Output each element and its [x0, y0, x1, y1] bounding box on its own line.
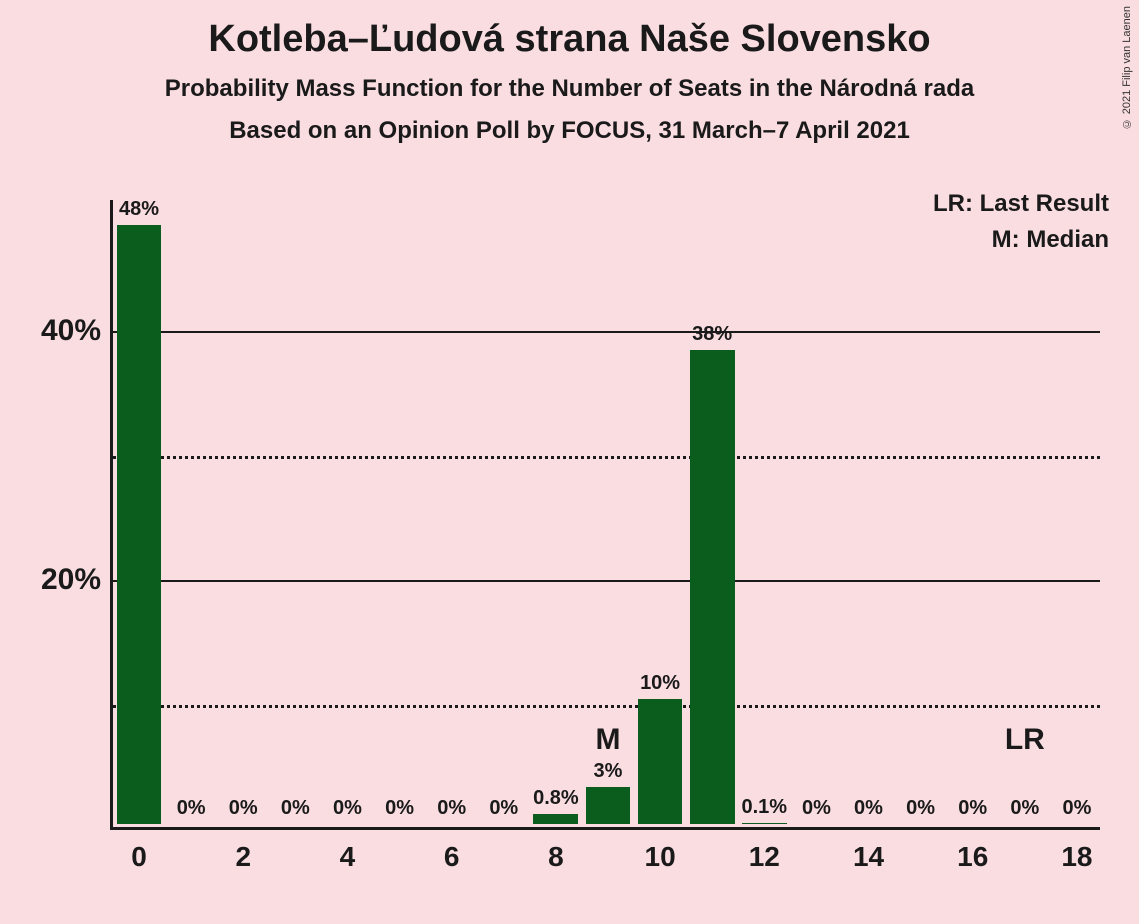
x-tick-label: 18 — [1061, 841, 1092, 873]
bar — [533, 814, 578, 824]
x-tick-label: 14 — [853, 841, 884, 873]
bar-slot: 0% — [221, 194, 266, 824]
x-tick-label: 10 — [645, 841, 676, 873]
bar-slot: 0% — [325, 194, 370, 824]
bar-value-label: 48% — [119, 198, 159, 221]
bar-slot: 0% — [1055, 194, 1100, 824]
bar-value-label: 0% — [802, 797, 831, 820]
y-tick-label: 40% — [41, 314, 101, 348]
y-tick-label: 20% — [41, 563, 101, 597]
bar — [690, 350, 735, 824]
bar-slot: 38% — [690, 194, 735, 824]
chart-subtitle-1: Probability Mass Function for the Number… — [0, 75, 1139, 103]
bar — [586, 787, 631, 824]
bar-slot: 10% — [638, 194, 683, 824]
bar-slot: 48% — [117, 194, 162, 824]
bar-slot: 0% — [429, 194, 474, 824]
chart-title: Kotleba–Ľudová strana Naše Slovensko — [0, 18, 1139, 61]
chart-area: 48% 0% 0% 0% 0% 0% 0% 0% 0.8% 3% 10% 38% 0.1% 0% 0% 0% 0… — [110, 200, 1100, 830]
plot: 48% 0% 0% 0% 0% 0% 0% 0% 0.8% 3% 10% 38% 0.1% 0% 0% 0% 0… — [110, 200, 1100, 830]
bar-value-label: 0% — [177, 797, 206, 820]
bar-value-label: 0.1% — [742, 796, 788, 819]
bar-slot: 0% — [273, 194, 318, 824]
bar-value-label: 10% — [640, 672, 680, 695]
bar-value-label: 0% — [1062, 797, 1091, 820]
x-tick-label: 2 — [235, 841, 251, 873]
bar-slot: 0% — [169, 194, 214, 824]
bar-value-label: 38% — [692, 323, 732, 346]
bar-slot: 0% — [898, 194, 943, 824]
bar-slot: 0.1% — [742, 194, 787, 824]
x-tick-label: 8 — [548, 841, 564, 873]
bar-value-label: 0% — [281, 797, 310, 820]
bar — [117, 225, 162, 824]
bar-value-label: 0% — [333, 797, 362, 820]
bar-value-label: 0% — [1010, 797, 1039, 820]
bar-value-label: 0% — [385, 797, 414, 820]
x-tick-label: 6 — [444, 841, 460, 873]
bar-value-label: 0% — [229, 797, 258, 820]
bar-value-label: 0% — [437, 797, 466, 820]
bar-value-label: 0% — [489, 797, 518, 820]
x-tick-label: 16 — [957, 841, 988, 873]
x-tick-label: 4 — [340, 841, 356, 873]
bar-value-label: 0% — [854, 797, 883, 820]
chart-subtitle-2: Based on an Opinion Poll by FOCUS, 31 Ma… — [0, 117, 1139, 145]
bar-value-label: 3% — [594, 760, 623, 783]
bar-slot: 0.8% — [533, 194, 578, 824]
bar-slot: 0% — [950, 194, 995, 824]
bar-value-label: 0% — [958, 797, 987, 820]
median-marker: M — [596, 723, 621, 757]
bar-slot: 0% — [377, 194, 422, 824]
bar-slot: 0% — [794, 194, 839, 824]
bar-slot: 0% — [481, 194, 526, 824]
chart-titles: Kotleba–Ľudová strana Naše Slovensko Pro… — [0, 0, 1139, 145]
x-tick-label: 0 — [131, 841, 147, 873]
bar — [742, 823, 787, 824]
bar — [638, 699, 683, 824]
copyright-text: © 2021 Filip van Laenen — [1121, 6, 1133, 129]
bar-value-label: 0% — [906, 797, 935, 820]
bar-value-label: 0.8% — [533, 787, 579, 810]
last-result-marker: LR — [1005, 723, 1045, 757]
bar-slot: 0% — [846, 194, 891, 824]
x-tick-label: 12 — [749, 841, 780, 873]
